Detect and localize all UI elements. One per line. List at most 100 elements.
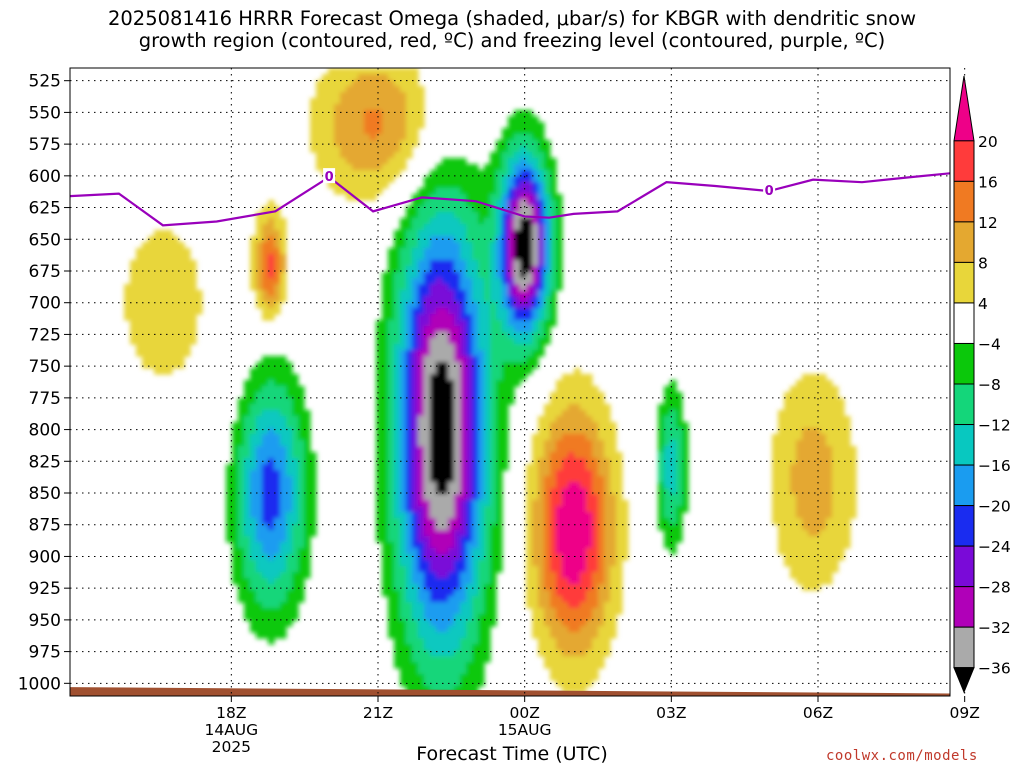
- omega-cell: [298, 458, 305, 465]
- omega-cell: [832, 434, 839, 441]
- omega-cell: [586, 608, 593, 615]
- plot-frame: [69, 67, 951, 697]
- omega-cell: [436, 278, 443, 285]
- omega-cell: [394, 242, 401, 249]
- omega-cell: [574, 662, 581, 669]
- omega-cell: [436, 194, 443, 201]
- omega-cell: [430, 386, 437, 393]
- omega-cell: [508, 140, 515, 147]
- omega-cell: [496, 506, 503, 513]
- omega-cell: [352, 146, 359, 153]
- omega-cell: [520, 236, 527, 243]
- omega-cell: [622, 500, 629, 507]
- omega-cell: [502, 344, 509, 351]
- omega-cell: [772, 494, 779, 501]
- omega-cell: [292, 416, 299, 423]
- omega-cell: [802, 572, 809, 579]
- omega-cell: [514, 200, 521, 207]
- omega-cell: [454, 494, 461, 501]
- omega-cell: [358, 98, 365, 105]
- omega-cell: [442, 674, 449, 681]
- omega-cell: [604, 482, 611, 489]
- omega-cell: [580, 674, 587, 681]
- omega-cell: [490, 536, 497, 543]
- omega-cell: [514, 368, 521, 375]
- omega-cell: [586, 464, 593, 471]
- omega-cell: [490, 542, 497, 549]
- omega-cell: [262, 584, 269, 591]
- omega-cell: [580, 638, 587, 645]
- omega-cell: [244, 422, 251, 429]
- omega-cell: [442, 158, 449, 165]
- omega-cell: [262, 410, 269, 417]
- omega-cell: [352, 116, 359, 123]
- omega-cell: [526, 314, 533, 321]
- omega-cell: [274, 488, 281, 495]
- omega-cell: [436, 560, 443, 567]
- omega-cell: [346, 122, 353, 129]
- omega-cell: [430, 686, 437, 693]
- omega-cell: [514, 338, 521, 345]
- omega-cell: [556, 236, 563, 243]
- omega-cell: [394, 662, 401, 669]
- omega-cell: [370, 152, 377, 159]
- omega-cell: [460, 452, 467, 459]
- omega-cell: [844, 494, 851, 501]
- omega-cell: [514, 248, 521, 255]
- omega-cell: [274, 362, 281, 369]
- omega-cell: [514, 290, 521, 297]
- omega-cell: [490, 440, 497, 447]
- omega-cell: [394, 272, 401, 279]
- chart-title-line-1: 2025081416 HRRR Forecast Omega (shaded, …: [107, 7, 917, 30]
- omega-cell: [580, 548, 587, 555]
- omega-cell: [556, 380, 563, 387]
- omega-cell: [136, 308, 143, 315]
- omega-cell: [406, 266, 413, 273]
- omega-cell: [532, 284, 539, 291]
- omega-cell: [484, 272, 491, 279]
- omega-cell: [352, 164, 359, 171]
- omega-cell: [424, 392, 431, 399]
- omega-cell: [256, 578, 263, 585]
- omega-cell: [502, 368, 509, 375]
- omega-cell: [394, 548, 401, 555]
- omega-cell: [526, 572, 533, 579]
- omega-cell: [154, 278, 161, 285]
- omega-cell: [382, 374, 389, 381]
- omega-cell: [574, 482, 581, 489]
- omega-cell: [448, 236, 455, 243]
- omega-cell: [448, 368, 455, 375]
- omega-cell: [598, 584, 605, 591]
- omega-cell: [826, 536, 833, 543]
- omega-cell: [154, 302, 161, 309]
- omega-cell: [406, 608, 413, 615]
- omega-cell: [226, 518, 233, 525]
- omega-cell: [808, 398, 815, 405]
- omega-cell: [532, 218, 539, 225]
- omega-cell: [418, 554, 425, 561]
- omega-cell: [148, 248, 155, 255]
- omega-cell: [430, 584, 437, 591]
- omega-cell: [412, 308, 419, 315]
- omega-cell: [496, 560, 503, 567]
- omega-cell: [448, 182, 455, 189]
- omega-cell: [442, 494, 449, 501]
- omega-cell: [466, 344, 473, 351]
- x-tick-label: 03Z: [656, 704, 686, 722]
- omega-cell: [136, 254, 143, 261]
- omega-cell: [508, 368, 515, 375]
- omega-cell: [286, 482, 293, 489]
- omega-cell: [238, 452, 245, 459]
- omega-cell: [460, 500, 467, 507]
- omega-cell: [466, 488, 473, 495]
- omega-cell: [586, 446, 593, 453]
- omega-cell: [802, 428, 809, 435]
- omega-cell: [796, 566, 803, 573]
- omega-cell: [160, 332, 167, 339]
- omega-cell: [562, 542, 569, 549]
- omega-cell: [436, 236, 443, 243]
- omega-cell: [406, 296, 413, 303]
- omega-cell: [832, 476, 839, 483]
- omega-cell: [826, 380, 833, 387]
